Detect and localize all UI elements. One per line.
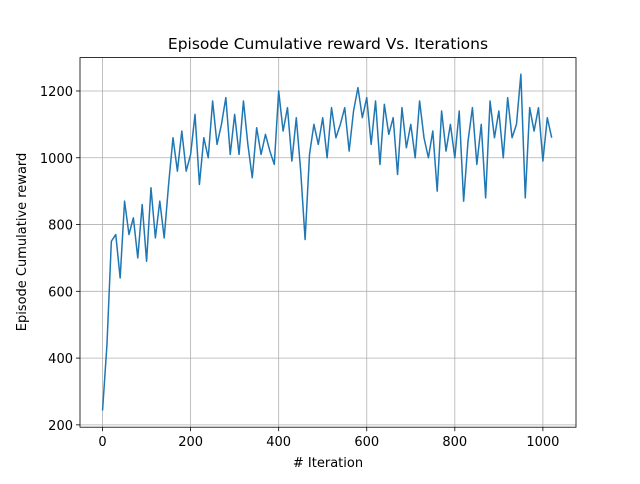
y-tick-label: 400 (48, 352, 73, 367)
x-axis-label: # Iteration (293, 456, 363, 471)
plot-frame (79, 57, 577, 428)
x-tick-label: 400 (266, 435, 291, 450)
y-axis-label: Episode Cumulative reward (15, 153, 30, 332)
y-tick-label: 600 (48, 285, 73, 300)
x-tick-label: 0 (98, 435, 106, 450)
x-tick-label: 800 (442, 435, 467, 450)
chart-title: Episode Cumulative reward Vs. Iterations (168, 35, 488, 53)
x-tick-label: 1000 (526, 435, 559, 450)
y-tick-label: 1000 (40, 152, 73, 167)
y-tick-label: 1200 (40, 85, 73, 100)
y-tick-label: 800 (48, 219, 73, 234)
line-series (101, 73, 553, 411)
y-tick-label: 200 (48, 419, 73, 434)
x-tick-label: 200 (178, 435, 203, 450)
x-tick-label: 600 (354, 435, 379, 450)
